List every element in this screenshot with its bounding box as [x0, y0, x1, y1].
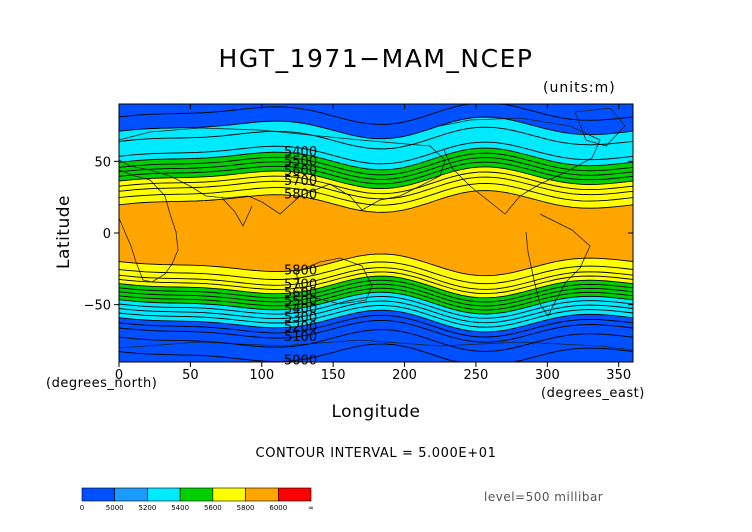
- x-tick-label: 150: [321, 368, 346, 383]
- contour-5650-1: [118, 171, 634, 195]
- colorbar-swatch: [212, 487, 246, 502]
- contour-5300-0: [118, 300, 634, 324]
- y-tick-label: 0: [103, 227, 111, 242]
- colorbar-label: 0: [80, 504, 84, 512]
- contour-5150-0: [118, 314, 634, 338]
- coastline-africa: [118, 169, 179, 283]
- contour-5700-0: [118, 267, 634, 290]
- contour-label: 5800: [284, 188, 317, 203]
- contour-5400-0: [118, 291, 634, 315]
- colorbar-swatch: [81, 487, 116, 502]
- contour-5350-1: [118, 141, 634, 165]
- contour-5500-1: [118, 157, 634, 180]
- coastline-greenland: [574, 107, 626, 147]
- contour-5050-0: [118, 329, 634, 352]
- x-tick-label: 300: [535, 368, 560, 383]
- contour-label: 5500: [284, 155, 317, 170]
- colorbar-label: 5800: [237, 504, 255, 512]
- colorbar-label: 5200: [139, 504, 157, 512]
- colorbar: 0 5000 5200 5400 5600 5800 6000 ∞: [80, 487, 314, 512]
- contour-5550-0: [118, 279, 634, 303]
- x-tick-label: 50: [182, 368, 199, 383]
- y-tick-label: −50: [84, 299, 111, 314]
- contour-label: 5000: [284, 354, 317, 369]
- contour-5200-0: [118, 309, 634, 333]
- contour-5250-1: [118, 126, 634, 150]
- colorbar-label: 5000: [106, 504, 124, 512]
- coastline-north-america: [439, 117, 601, 215]
- y-axis-ticks: −50 0 50: [84, 155, 633, 314]
- contour-label: 5200: [284, 320, 317, 335]
- contour-5600-1: [118, 166, 634, 190]
- contour-5100-0: [118, 319, 634, 343]
- contour-5250-0: [118, 305, 634, 328]
- colorbar-swatch: [114, 487, 148, 502]
- contour-label: 5700: [284, 174, 317, 189]
- contour-5500-0: [118, 283, 634, 307]
- contour-label: 5600: [284, 286, 317, 301]
- contour-label: 5100: [284, 330, 317, 345]
- colorbar-swatch: [179, 487, 214, 502]
- x-tick-label: 200: [392, 368, 417, 383]
- contour-label: 5500: [284, 294, 317, 309]
- contour-5650-0: [118, 271, 634, 295]
- level-label: level=500 millibar: [484, 490, 604, 504]
- x-unit-label: (degrees_east): [541, 386, 645, 401]
- colorbar-swatch: [147, 487, 181, 502]
- y-tick-label: 50: [94, 155, 111, 170]
- x-axis-ticks: 0 50 100 150 200 250 300 350: [115, 104, 631, 383]
- contour-lines: [118, 103, 634, 363]
- contour-label: 5700: [284, 277, 317, 292]
- contour-5400-1: [118, 147, 634, 171]
- x-tick-label: 0: [115, 368, 123, 383]
- contour-5350-0: [118, 296, 634, 319]
- coastline-antarctica: [118, 339, 634, 351]
- band-5800: [119, 190, 633, 276]
- x-axis-label: Longitude: [331, 402, 421, 422]
- chart-title: HGT_1971−MAM_NCEP: [218, 44, 534, 73]
- colorbar-label: ∞: [308, 504, 314, 512]
- contour-interval-label: CONTOUR INTERVAL = 5.000E+01: [255, 446, 497, 461]
- contour-5550-1: [118, 161, 634, 185]
- contour-labels: 5300540055005600570058005800570056005500…: [284, 145, 317, 369]
- contour-5800-1: [118, 190, 634, 213]
- x-tick-label: 250: [464, 368, 489, 383]
- contour-label: 5400: [284, 302, 317, 317]
- y-unit-label: (degrees_north): [46, 376, 158, 391]
- units-label: (units:m): [543, 80, 616, 96]
- coastline-india: [221, 197, 253, 227]
- x-tick-label: 350: [606, 368, 631, 383]
- colorbar-label: 5600: [204, 504, 222, 512]
- contour-5750-1: [118, 182, 634, 206]
- contour-5150-1: [118, 103, 634, 125]
- contour-5450-1: [118, 152, 634, 176]
- colorbar-label: 6000: [269, 504, 287, 512]
- contour-label: 5600: [284, 164, 317, 179]
- x-tick-label: 100: [249, 368, 274, 383]
- contour-5700-1: [118, 176, 634, 200]
- contour-label: 5800: [284, 264, 317, 279]
- colorbar-label: 5400: [171, 504, 189, 512]
- contour-5000-0: [118, 343, 634, 363]
- colorbar-swatch: [245, 487, 279, 502]
- contour-5750-0: [118, 261, 634, 285]
- contour-5800-0: [118, 253, 634, 277]
- contour-label: 5300: [284, 311, 317, 326]
- colorbar-swatch: [277, 487, 312, 502]
- contour-5450-0: [118, 287, 634, 311]
- contour-5200-1: [118, 116, 634, 140]
- contour-label: 5400: [284, 145, 317, 160]
- contour-5600-0: [118, 275, 634, 299]
